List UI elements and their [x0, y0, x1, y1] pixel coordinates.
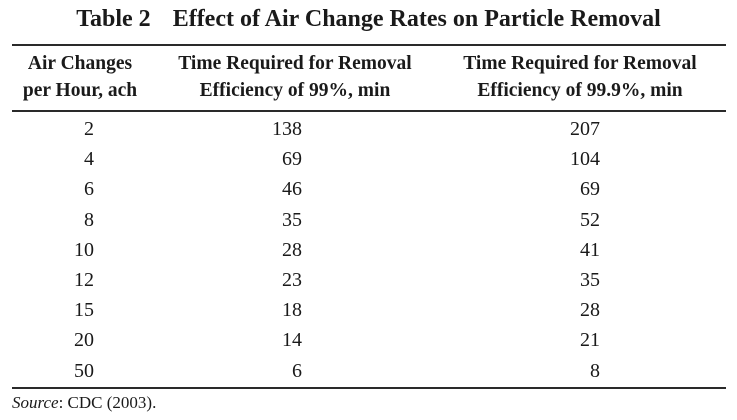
table-row: 8 35 52: [0, 205, 737, 235]
table-caption: Effect of Air Change Rates on Particle R…: [172, 6, 661, 32]
cell-ach: 50: [74, 359, 94, 382]
header-line: Time Required for Removal: [463, 53, 697, 74]
cell-time-99: 23: [282, 268, 302, 291]
header-air-changes: Air Changes per Hour, ach: [10, 50, 150, 104]
cell-time-999: 207: [570, 118, 600, 140]
table-row: 4 69 104: [0, 144, 737, 174]
cell-time-999: 52: [580, 208, 600, 231]
table-row: 15 18 28: [0, 295, 737, 325]
header-line: Air Changes: [27, 53, 133, 74]
cell-time-99: 69: [282, 148, 302, 171]
cell-ach: 20: [74, 329, 94, 352]
cell-time-99: 14: [282, 329, 302, 352]
source-label: Source: [12, 393, 59, 412]
cell-time-999: 21: [580, 329, 600, 352]
cell-time-99: 6: [292, 359, 302, 382]
header-line: Time Required for Removal: [178, 53, 412, 74]
header-time-99: Time Required for Removal Efficiency of …: [150, 50, 440, 104]
cell-time-99: 46: [282, 178, 302, 201]
cell-time-999: 35: [580, 268, 600, 291]
cell-time-99: 138: [272, 118, 302, 140]
cell-ach: 10: [74, 238, 94, 261]
cell-time-999: 8: [590, 359, 600, 382]
table-row: 50 6 8: [0, 356, 737, 386]
cell-ach: 4: [84, 148, 94, 171]
cell-time-999: 41: [580, 238, 600, 261]
header-line: per Hour, ach: [22, 80, 138, 101]
table-row: 2 138 207: [0, 114, 737, 144]
cell-ach: 12: [74, 268, 94, 291]
cell-time-99: 28: [282, 238, 302, 261]
cell-ach: 6: [84, 178, 94, 201]
cell-time-999: 69: [580, 178, 600, 201]
table-row: 6 46 69: [0, 174, 737, 204]
cell-time-99: 18: [282, 299, 302, 322]
table-number: Table 2: [76, 6, 151, 32]
cell-time-999: 104: [570, 148, 600, 171]
header-line: Efficiency of 99%, min: [199, 80, 391, 101]
table-row: 10 28 41: [0, 235, 737, 265]
table-row: 12 23 35: [0, 265, 737, 295]
table-body: 2 138 207 4 69 104 6 46 69 8 35 52 10 28…: [0, 114, 737, 386]
header-time-999: Time Required for Removal Efficiency of …: [436, 50, 724, 104]
header-rule: [12, 110, 726, 112]
source-note: Source: CDC (2003).: [12, 392, 156, 414]
cell-time-999: 28: [580, 299, 600, 322]
cell-ach: 2: [84, 118, 94, 140]
cell-ach: 15: [74, 299, 94, 322]
table-title: Table 2 Effect of Air Change Rates on Par…: [0, 4, 737, 34]
top-rule: [12, 44, 726, 46]
header-line: Efficiency of 99.9%, min: [477, 80, 683, 101]
source-text: : CDC (2003).: [58, 393, 157, 412]
cell-ach: 8: [84, 208, 94, 231]
bottom-rule: [12, 387, 726, 389]
cell-time-99: 35: [282, 208, 302, 231]
table-row: 20 14 21: [0, 325, 737, 355]
